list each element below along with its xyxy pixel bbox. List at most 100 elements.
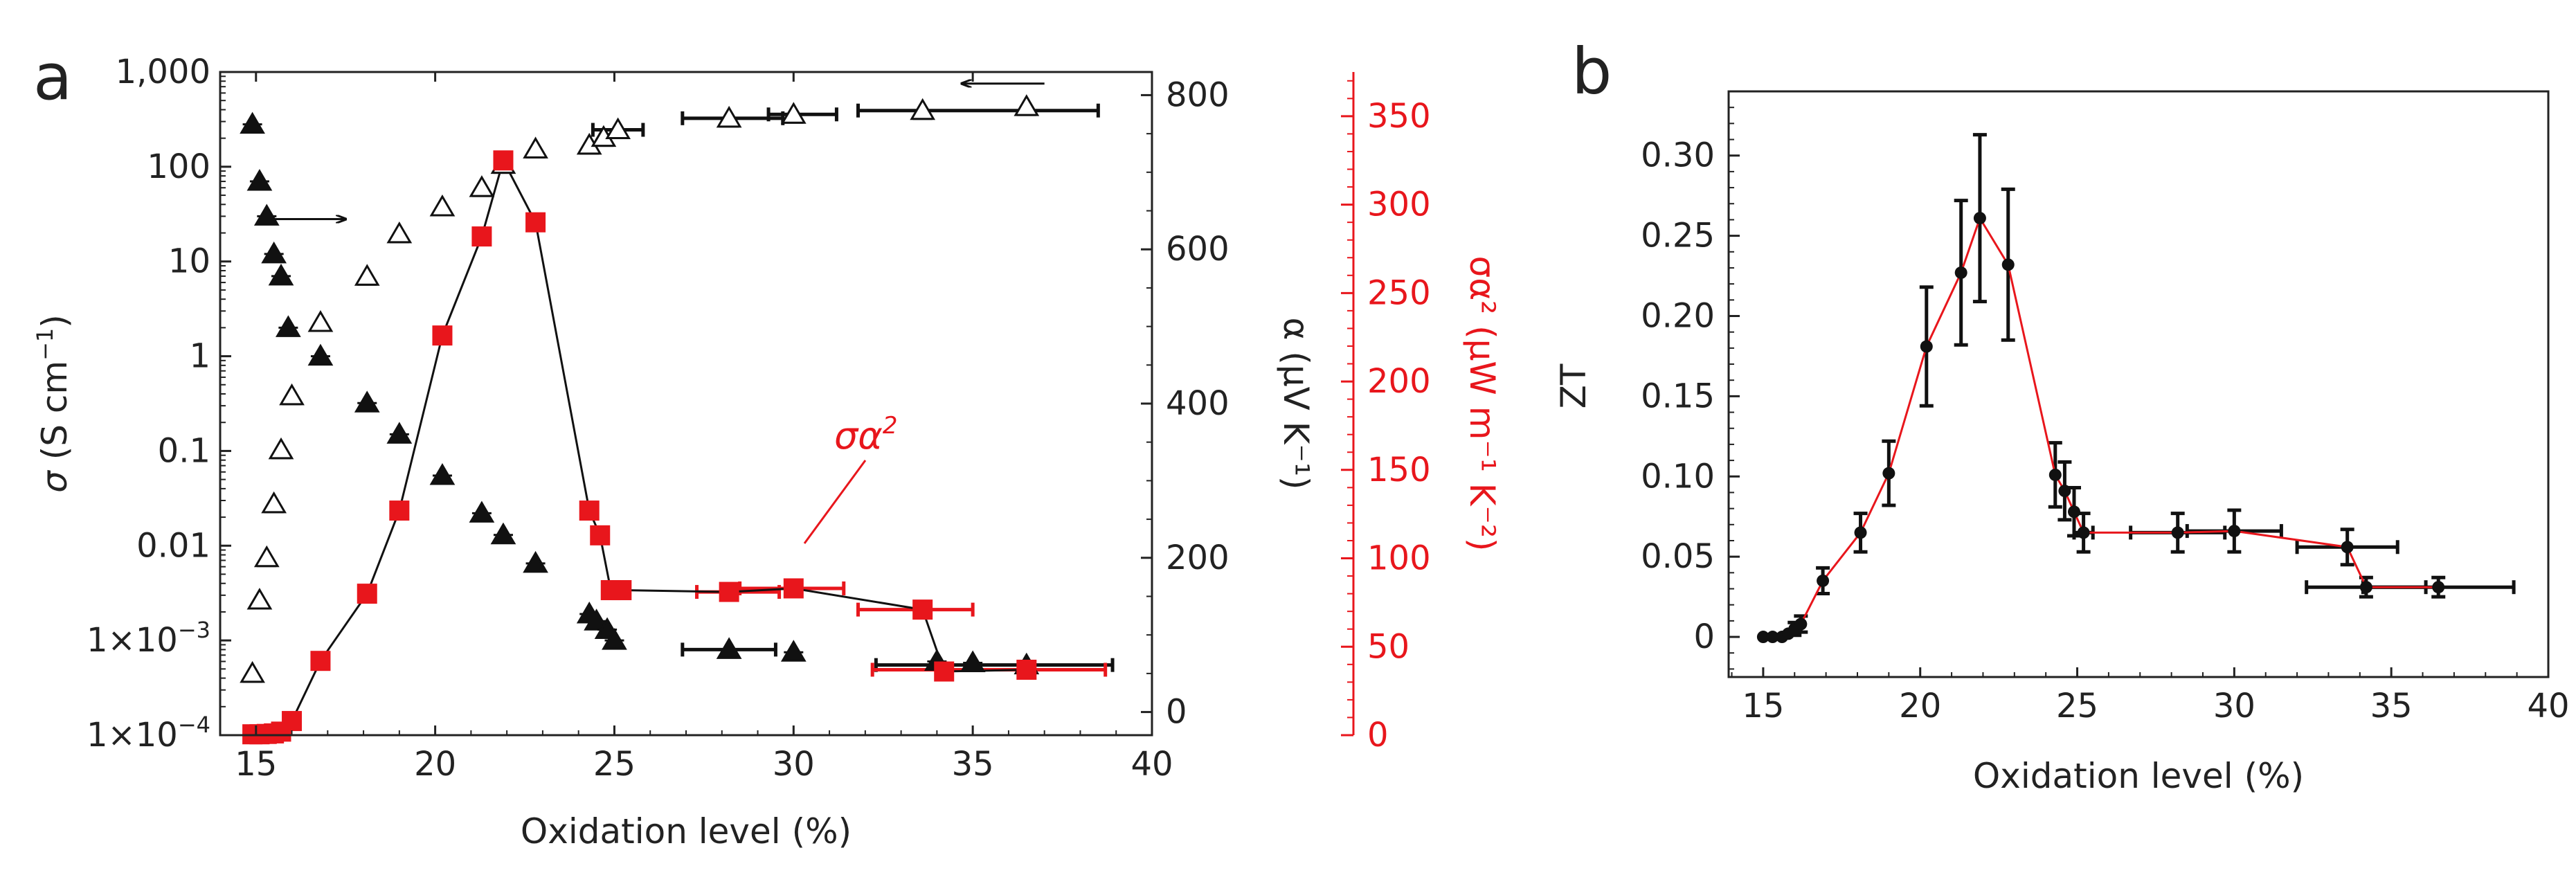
- power-factor-point: [357, 584, 377, 604]
- panel-b-y-ticks: 0 0.05 0.10 0.15 0.20 0.25 0.30: [1641, 107, 1740, 670]
- power-factor-point: [310, 651, 331, 671]
- alpha-point: [523, 136, 548, 159]
- panel-a-power-factor-axis-label: σα² (μW m⁻¹ K⁻²): [1462, 255, 1502, 551]
- zt-point: [2001, 258, 2015, 271]
- alpha-tick-label: 400: [1166, 384, 1230, 423]
- sigma-point: [716, 637, 742, 659]
- panel-a-power-factor-axis-ticks: 0 50 100 150 200 250 300 350: [1341, 80, 1431, 755]
- panel-a: a 15 20 25 30 35 40 1×10−41×10−30.010.1110100…: [32, 40, 1502, 851]
- alpha-point: [268, 437, 294, 460]
- zt-point: [1854, 526, 1867, 539]
- y-tick-label-exp: −3: [178, 617, 210, 643]
- power-factor-point: [611, 580, 632, 601]
- y-tick-label: 0.30: [1641, 136, 1715, 175]
- x-tick-label: 15: [1742, 687, 1784, 725]
- power-factor-point: [783, 578, 804, 599]
- panel-b-x-label: Oxidation level (%): [1973, 756, 2304, 796]
- zt-point: [2341, 541, 2354, 554]
- power-factor-point: [579, 500, 600, 521]
- pf-tick-label: 300: [1367, 186, 1431, 224]
- zt-point: [2228, 525, 2241, 538]
- sigma-point: [490, 522, 516, 545]
- sigma-point: [602, 628, 627, 650]
- x-tick-label: 35: [952, 745, 994, 784]
- power-factor-point: [525, 212, 546, 233]
- alpha-tick-label: 800: [1166, 75, 1230, 114]
- panel-b-letter: b: [1571, 35, 1612, 109]
- zt-point: [1920, 340, 1933, 353]
- alpha-tick-label: 200: [1166, 539, 1230, 577]
- panel-b-y-label: ZT: [1553, 363, 1594, 408]
- power-factor-point: [590, 525, 611, 545]
- sigma-point: [780, 640, 807, 662]
- sigma-point: [246, 169, 273, 191]
- x-tick-label: 35: [2370, 687, 2413, 725]
- x-tick-label: 30: [773, 745, 815, 784]
- alpha-point: [279, 383, 305, 406]
- alpha-point: [1014, 94, 1040, 116]
- zt-point: [2048, 468, 2062, 481]
- power-factor-point: [719, 581, 739, 602]
- zt-point: [1882, 467, 1895, 480]
- pf-tick-label: 0: [1367, 716, 1389, 755]
- panel-a-sigma-alpha-squared-annotation: σα2: [834, 412, 897, 458]
- y-tick-label: 1,000: [116, 53, 210, 91]
- x-tick-label: 40: [1131, 745, 1173, 784]
- panel-b-data: [1756, 133, 2516, 644]
- sigma-point: [960, 650, 986, 673]
- alpha-point: [910, 98, 936, 120]
- pf-tick-label: 150: [1367, 451, 1431, 489]
- panel-a-x-ticks: 15 20 25 30 35 40: [219, 72, 1173, 784]
- power-factor-point: [432, 325, 453, 346]
- x-tick-label: 25: [2056, 687, 2098, 725]
- zt-point: [2068, 505, 2081, 518]
- panel-a-annotation-leader-line: [803, 460, 867, 544]
- pf-tick-label: 250: [1367, 273, 1431, 312]
- sigma-point: [253, 204, 280, 226]
- x-tick-label: 40: [2527, 687, 2569, 725]
- pf-tick-label: 100: [1367, 539, 1431, 578]
- alpha-point: [253, 545, 280, 568]
- panel-b-plot-frame: [1727, 90, 2550, 678]
- power-factor-point: [1016, 659, 1037, 680]
- zt-point: [1973, 212, 1986, 225]
- sigma-point: [523, 550, 548, 573]
- y-tick-label: 0: [1693, 617, 1715, 656]
- sigma-point: [386, 422, 413, 444]
- zt-point: [1766, 631, 1779, 644]
- y-tick-label: 0.05: [1641, 537, 1715, 576]
- x-tick-label: 30: [2213, 687, 2255, 725]
- power-factor-point: [912, 599, 933, 620]
- sigma-point: [275, 315, 301, 337]
- y-tick-label-base: 1×10: [87, 621, 178, 660]
- sigma-point: [307, 343, 334, 366]
- alpha-point: [469, 175, 495, 197]
- power-factor-point: [934, 661, 955, 682]
- sigma-point: [584, 608, 609, 631]
- power-factor-point: [471, 226, 492, 247]
- sigma-point: [261, 241, 287, 264]
- x-error-bar: [766, 107, 838, 122]
- zt-point: [2359, 581, 2372, 594]
- panel-a-letter: a: [33, 40, 72, 114]
- y-tick-label: 1: [189, 337, 210, 376]
- y-tick-label: 1×10−4: [87, 712, 210, 755]
- y-tick-label: 0.20: [1641, 296, 1715, 335]
- panel-b-x-ticks: 15 20 25 30 35 40: [1731, 667, 2570, 725]
- sigma-point: [268, 263, 294, 286]
- pf-tick-label: 200: [1367, 362, 1431, 401]
- zt-point: [2077, 526, 2090, 539]
- alpha-tick-label: 600: [1166, 230, 1230, 269]
- zt-point: [2432, 581, 2445, 594]
- y-tick-label: 1×10−3: [87, 617, 210, 660]
- y-tick-label: 10: [168, 242, 210, 281]
- zt-point: [2058, 485, 2071, 498]
- alpha-point: [429, 194, 456, 217]
- alpha-point: [307, 310, 334, 332]
- y-tick-label: 0.10: [1641, 457, 1715, 496]
- zt-point: [1794, 617, 1808, 631]
- zt-point: [1817, 574, 1830, 587]
- y-tick-label-base: 1×10: [87, 716, 178, 755]
- alpha-tick-label: 0: [1166, 693, 1187, 732]
- x-error-bar: [856, 103, 1100, 118]
